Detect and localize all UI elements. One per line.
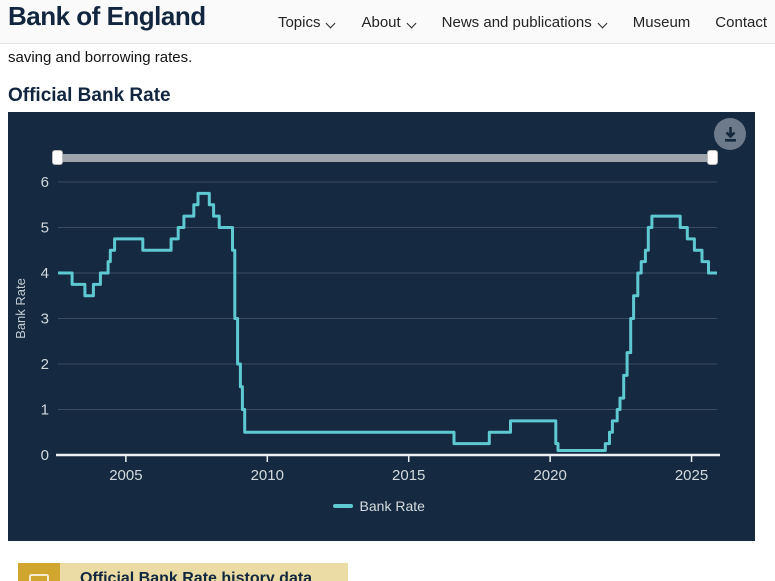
download-icon [724, 127, 736, 142]
svg-text:2005: 2005 [109, 467, 142, 484]
chevron-down-icon [326, 18, 336, 28]
site-header: Bank of England Topics About News and pu… [0, 0, 775, 44]
svg-text:0: 0 [41, 447, 49, 464]
nav-item-museum[interactable]: Museum [633, 14, 691, 31]
svg-text:4: 4 [41, 265, 49, 282]
chevron-down-icon [598, 18, 608, 28]
legend-label: Bank Rate [359, 498, 425, 514]
svg-text:2025: 2025 [675, 467, 708, 484]
page-title: Official Bank Rate [8, 85, 171, 106]
intro-text: saving and borrowing rates. [8, 49, 193, 66]
legend-line-swatch [332, 504, 353, 508]
nav-item-about[interactable]: About [361, 14, 416, 31]
svg-text:2020: 2020 [533, 467, 566, 484]
bank-of-england-logo[interactable]: Bank of England [8, 1, 206, 31]
data-file-iconbox [18, 563, 60, 581]
data-file-icon [29, 574, 49, 581]
nav-item-topics[interactable]: Topics [278, 14, 337, 31]
chart-range-slider [52, 150, 718, 165]
bank-rate-line-chart[interactable]: 0 1 2 3 4 5 6 2005 2010 2015 2020 2025 Bank Rate [8, 112, 755, 541]
nav-item-news-and-publications[interactable]: News and publications [442, 14, 608, 31]
svg-text:5: 5 [41, 220, 49, 237]
svg-text:2015: 2015 [392, 467, 425, 484]
chart-legend-bank-rate[interactable]: Bank Rate [332, 498, 425, 514]
svg-text:2010: 2010 [251, 467, 284, 484]
nav-item-label: Topics [277, 13, 321, 31]
bank-rate-chart-panel: 0 1 2 3 4 5 6 2005 2010 2015 2020 2025 Bank Rate Ban… [8, 112, 755, 541]
svg-text:2: 2 [41, 356, 49, 373]
nav-item-contact[interactable]: Contact [715, 14, 767, 31]
svg-text:1: 1 [41, 402, 49, 419]
svg-text:3: 3 [41, 311, 49, 328]
slider-handle-max[interactable] [707, 150, 718, 165]
chart-download-button[interactable] [714, 118, 746, 150]
svg-text:6: 6 [41, 174, 49, 191]
nav-item-label: Contact [715, 13, 767, 31]
slider-track[interactable] [57, 153, 713, 162]
data-link-label: Official Bank Rate history data [80, 570, 313, 581]
slider-handle-min[interactable] [52, 150, 63, 165]
main-nav: Topics About News and publications Museu… [278, 0, 767, 44]
nav-item-label: Museum [632, 13, 691, 31]
bank-rate-history-data-link[interactable]: Official Bank Rate history data [18, 563, 348, 581]
nav-item-label: About [361, 13, 401, 31]
nav-item-label: News and publications [441, 13, 592, 31]
svg-text:Bank Rate: Bank Rate [13, 278, 28, 339]
chevron-down-icon [407, 18, 417, 28]
